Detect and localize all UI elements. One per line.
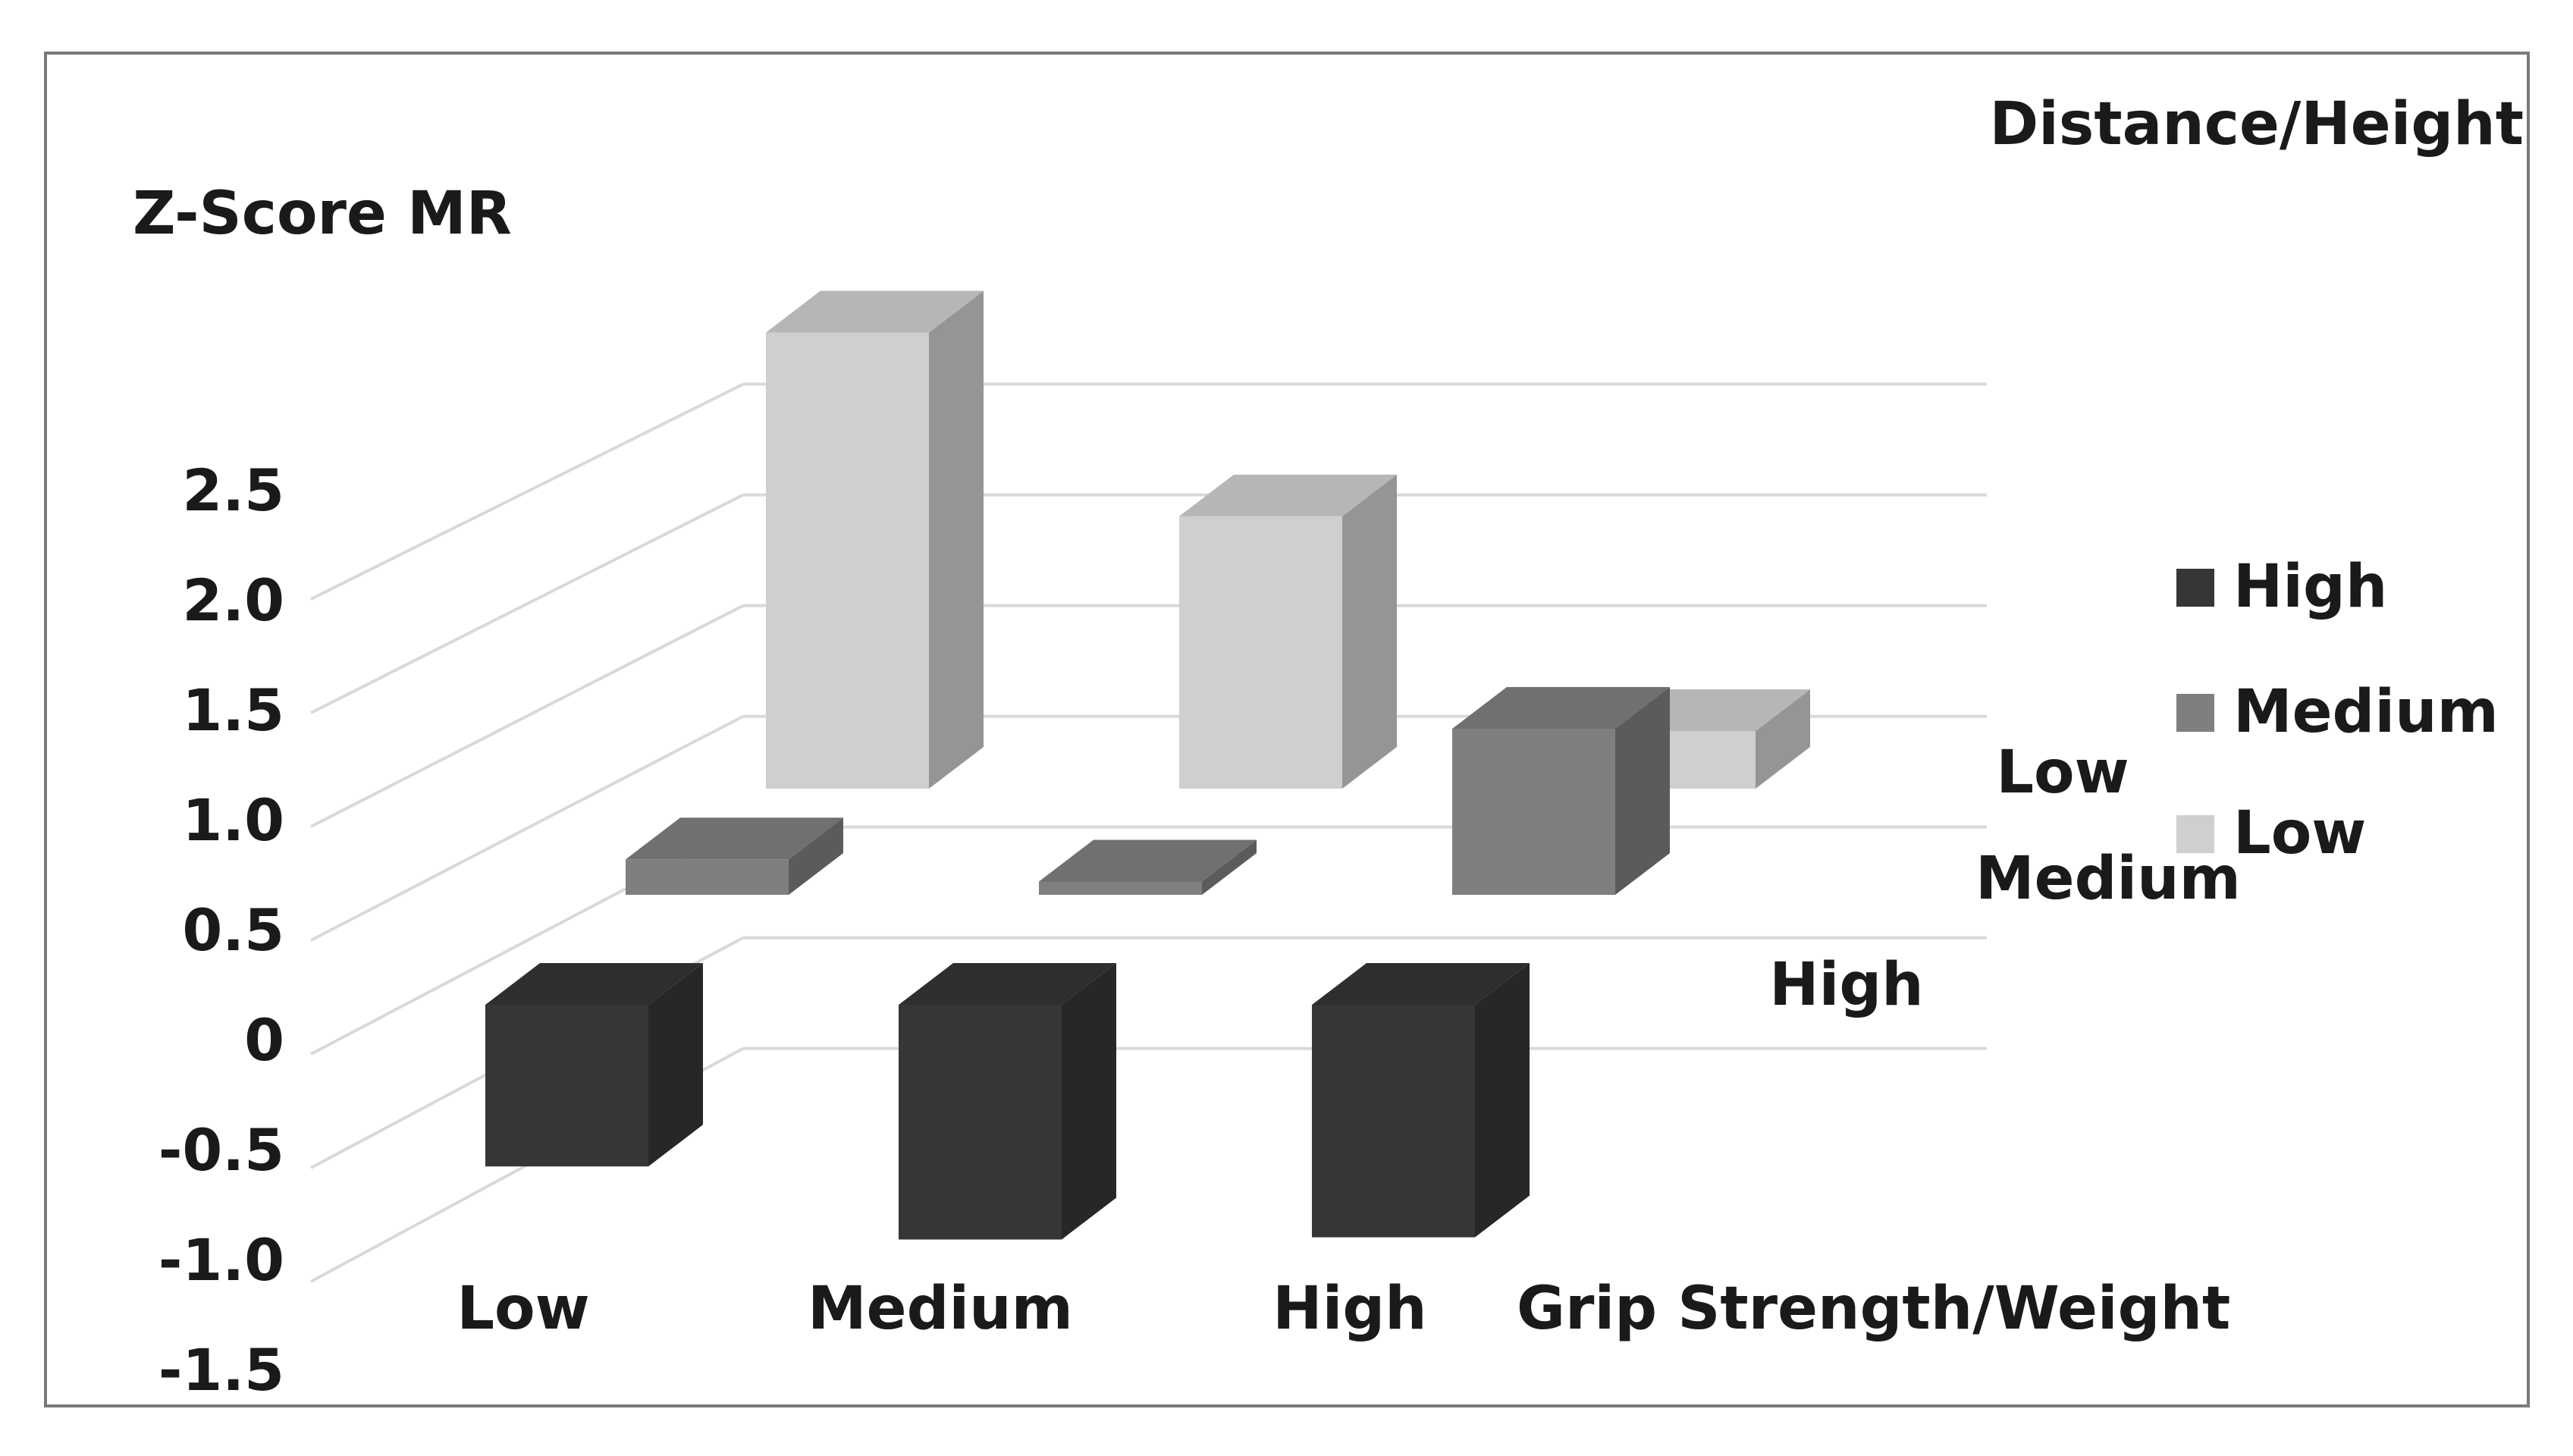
bar-high bbox=[899, 963, 1116, 1240]
bar-high-top bbox=[1312, 963, 1530, 1005]
legend-label: Low bbox=[2233, 799, 2366, 868]
bar-medium bbox=[1452, 687, 1670, 895]
bar-high-front bbox=[485, 1005, 648, 1167]
legend: High Medium Low bbox=[2176, 553, 2499, 868]
bar-medium-top bbox=[1039, 839, 1257, 882]
y-tick-label: -0.5 bbox=[158, 1116, 284, 1184]
depth-tick-label: Low bbox=[1996, 739, 2129, 807]
bar-low-top bbox=[766, 290, 984, 333]
legend-swatch bbox=[2176, 694, 2214, 732]
legend-label: Medium bbox=[2233, 678, 2499, 746]
y-tick-label: -1.0 bbox=[158, 1226, 284, 1294]
bar-medium bbox=[1039, 839, 1257, 895]
bar-medium-side bbox=[1202, 839, 1257, 895]
bar-high-side bbox=[1475, 963, 1530, 1238]
bar-high-front bbox=[899, 1005, 1062, 1240]
legend-label: High bbox=[2233, 553, 2387, 621]
bar-low-top bbox=[1179, 474, 1397, 516]
gridline-side bbox=[310, 604, 744, 828]
bar-medium-front bbox=[626, 859, 789, 895]
bar-medium-side bbox=[1615, 687, 1670, 895]
bars bbox=[485, 290, 1810, 1240]
bar-low-front bbox=[766, 332, 929, 789]
y-tick-label: -1.5 bbox=[158, 1336, 284, 1404]
bar-medium-front bbox=[1452, 729, 1615, 895]
bar-high bbox=[485, 963, 703, 1167]
x-tick-label: Low bbox=[457, 1275, 589, 1343]
y-axis-title: Z-Score MR bbox=[133, 180, 512, 248]
bar-low-side bbox=[1342, 474, 1397, 789]
legend-swatch bbox=[2176, 569, 2214, 607]
x-axis-title: Grip Strength/Weight bbox=[1517, 1275, 2230, 1343]
bar-high-side bbox=[648, 963, 703, 1167]
bar-high-top bbox=[485, 963, 703, 1005]
bar-low bbox=[1179, 474, 1397, 789]
depth-axis-title: Distance/Height bbox=[1989, 90, 2524, 158]
bar-medium-side bbox=[789, 817, 843, 895]
labels: Z-Score MR Distance/Height Grip Strength… bbox=[133, 90, 2524, 1404]
gridline-side bbox=[310, 714, 744, 942]
y-tick-label: 2.5 bbox=[182, 457, 284, 524]
bar-medium-top bbox=[626, 817, 843, 860]
depth-tick-label: High bbox=[1769, 951, 1923, 1019]
bar-low-front bbox=[1179, 516, 1342, 789]
bar-low bbox=[766, 290, 984, 789]
x-tick-label: High bbox=[1272, 1275, 1426, 1343]
bar-high-side bbox=[1062, 963, 1116, 1240]
y-tick-label: 1.0 bbox=[182, 786, 284, 854]
legend-swatch bbox=[2176, 815, 2214, 853]
bar-medium-top bbox=[1452, 687, 1670, 729]
gridline-side bbox=[310, 493, 744, 714]
bar-medium-front bbox=[1039, 881, 1202, 895]
y-tick-label: 2.0 bbox=[182, 566, 284, 634]
bar-low-side bbox=[1756, 689, 1810, 789]
gridline-side bbox=[310, 382, 744, 601]
y-tick-label: 0 bbox=[244, 1006, 284, 1074]
x-tick-label: Medium bbox=[808, 1275, 1073, 1343]
y-tick-label: 1.5 bbox=[182, 676, 284, 744]
bar-high-front bbox=[1312, 1005, 1475, 1238]
depth-tick-label: Medium bbox=[1975, 845, 2241, 913]
bar-high bbox=[1312, 963, 1530, 1238]
bar-low-side bbox=[929, 290, 984, 789]
bar-high-top bbox=[899, 963, 1116, 1005]
bar-medium bbox=[626, 817, 843, 895]
y-tick-label: 0.5 bbox=[182, 896, 284, 964]
